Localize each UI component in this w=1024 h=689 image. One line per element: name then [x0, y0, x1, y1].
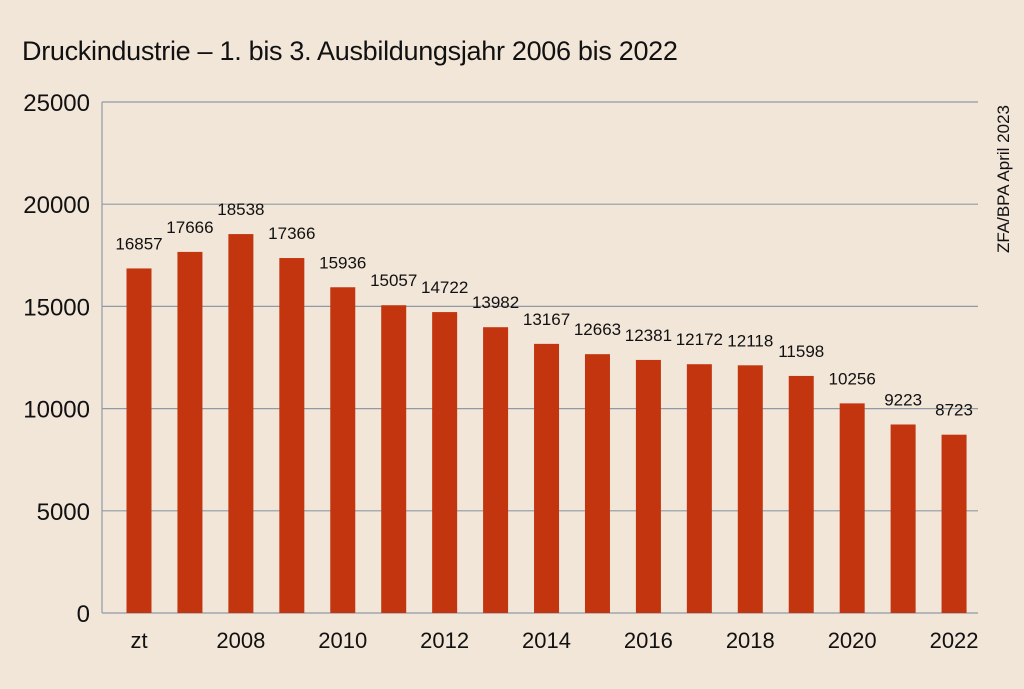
data-label: 15057 [370, 271, 417, 290]
data-label: 9223 [884, 390, 922, 409]
data-label: 11598 [778, 342, 824, 361]
bar [941, 434, 967, 613]
x-axis-ticks: zt 2008 2010 2012 2014 2016 2018 2020 2022 [130, 628, 978, 653]
bar [483, 327, 509, 613]
data-label: 12118 [727, 331, 773, 350]
bar [788, 375, 814, 613]
y-tick-label: 25000 [23, 90, 90, 117]
data-label: 16857 [115, 234, 162, 253]
data-label: 13167 [523, 310, 570, 329]
data-label: 14722 [421, 278, 468, 297]
data-label: 8723 [935, 401, 973, 420]
x-tick-label: 2008 [216, 628, 265, 653]
bar [635, 359, 661, 613]
x-tick-label: 2016 [624, 628, 673, 653]
y-tick-label: 0 [77, 601, 90, 628]
bar [584, 354, 610, 613]
y-tick-label: 20000 [23, 192, 90, 219]
bar [737, 365, 763, 613]
data-label: 17366 [268, 224, 315, 243]
x-tick-label: zt [130, 628, 147, 653]
x-tick-label: 2018 [726, 628, 775, 653]
bar [126, 268, 152, 613]
y-axis-ticks: 0 5000 10000 15000 20000 25000 [23, 90, 90, 628]
data-label: 10256 [829, 369, 876, 388]
bar [381, 305, 407, 613]
x-tick-label: 2022 [930, 628, 979, 653]
bar [890, 424, 916, 613]
y-tick-label: 10000 [23, 397, 90, 424]
bar [228, 234, 254, 613]
bar [279, 258, 305, 613]
data-label: 15936 [319, 253, 366, 272]
data-label: 12172 [676, 330, 723, 349]
x-tick-label: 2020 [828, 628, 877, 653]
bar [534, 343, 560, 613]
data-label: 12663 [574, 320, 621, 339]
source-note: ZFA/BPA April 2023 [994, 105, 1013, 253]
data-label: 13982 [472, 293, 519, 312]
y-tick-label: 5000 [37, 499, 90, 526]
bar [432, 312, 458, 613]
bar [330, 287, 356, 613]
data-label: 17666 [166, 218, 213, 237]
x-tick-label: 2012 [420, 628, 469, 653]
bar [686, 364, 712, 613]
bar [839, 403, 865, 613]
x-tick-label: 2010 [318, 628, 367, 653]
y-tick-label: 15000 [23, 294, 90, 321]
x-tick-label: 2014 [522, 628, 571, 653]
data-label: 12381 [625, 326, 672, 345]
data-label: 18538 [217, 200, 264, 219]
bars [126, 234, 967, 613]
chart-title: Druckindustrie – 1. bis 3. Ausbildungsja… [22, 36, 678, 66]
bar [177, 251, 203, 613]
